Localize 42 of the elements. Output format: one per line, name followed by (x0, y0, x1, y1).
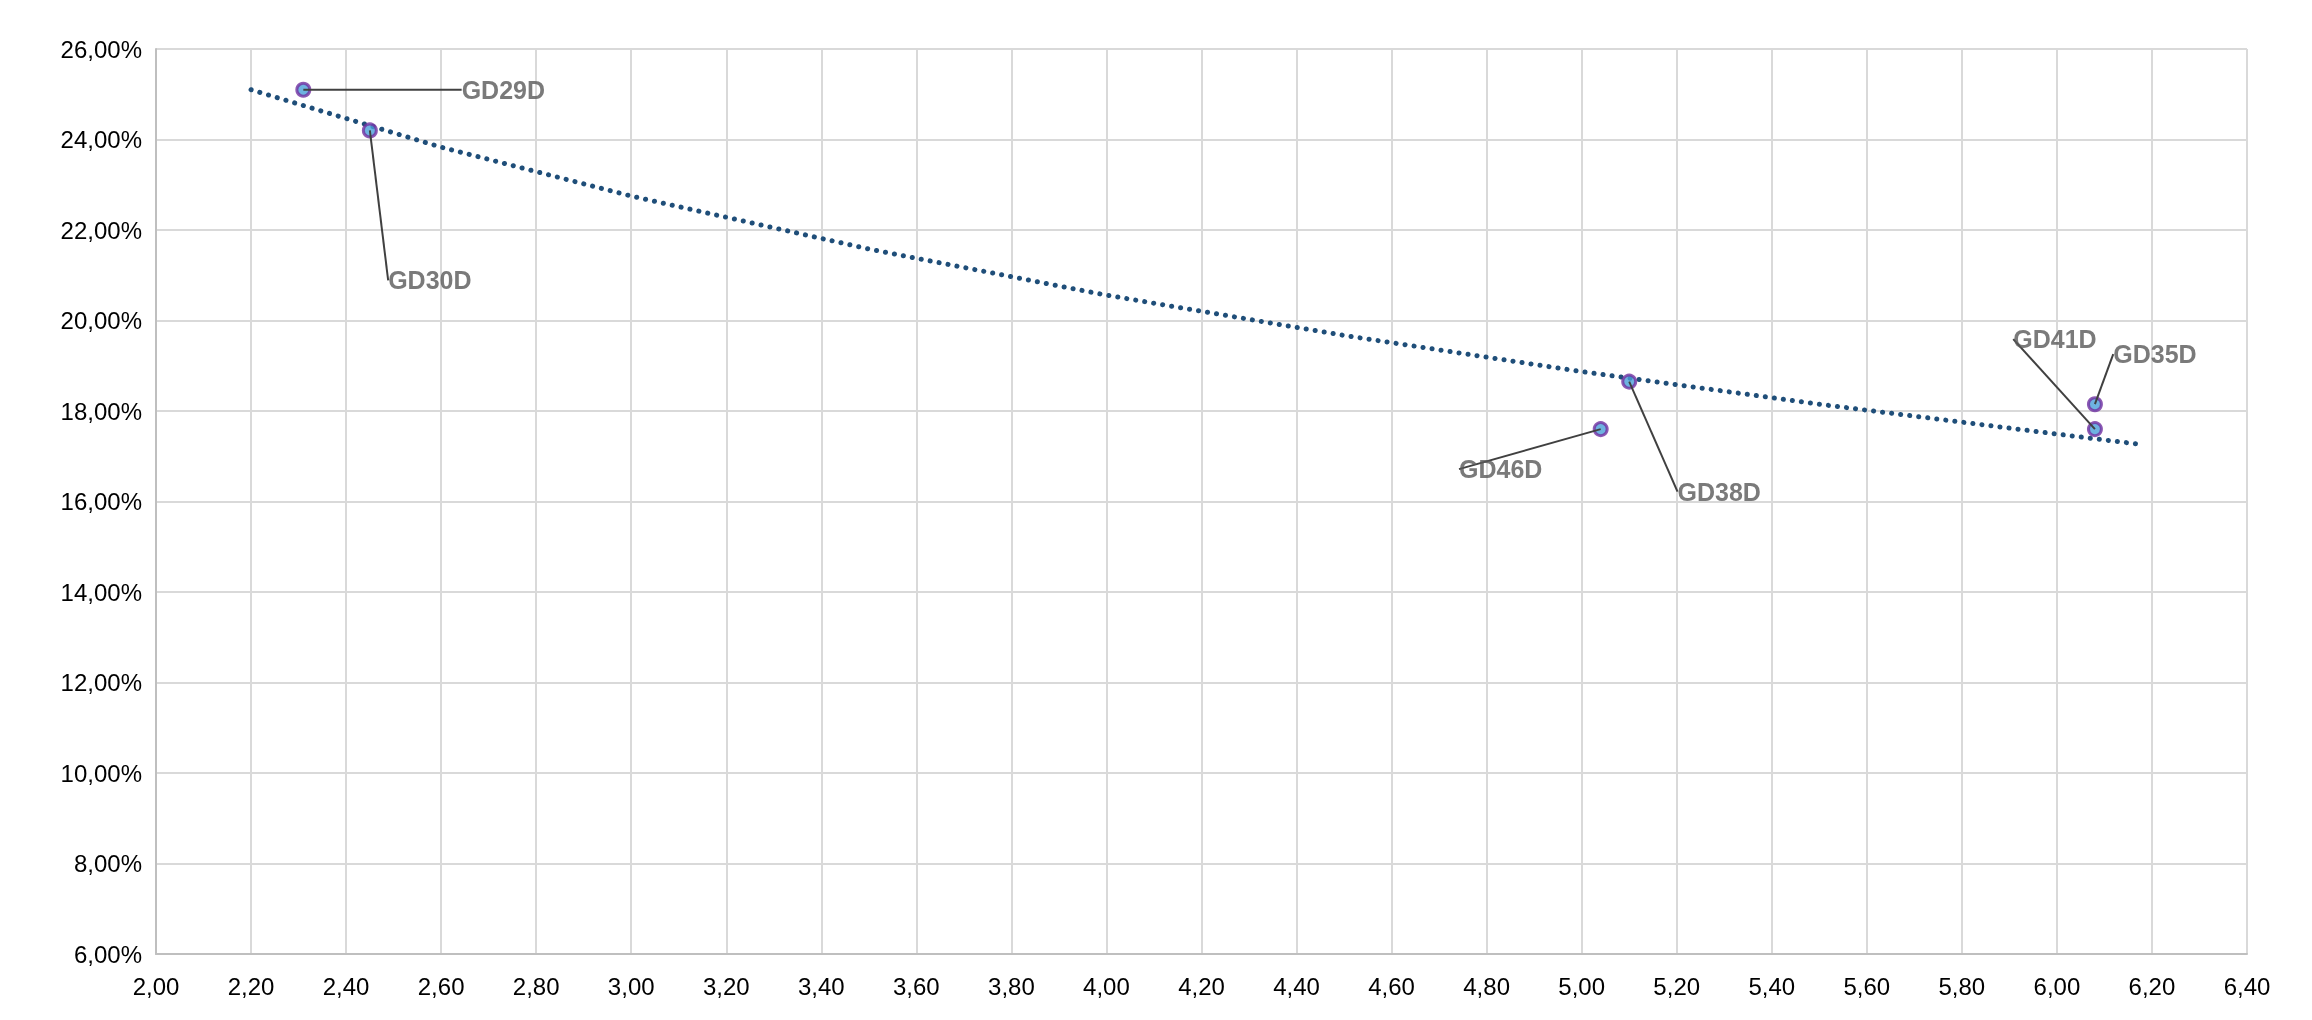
y-tick-label: 18,00% (60, 397, 142, 425)
x-tick-label: 4,80 (1463, 972, 1510, 1000)
x-tick-label: 6,00 (2033, 972, 2081, 1000)
annotation: GD29D (461, 75, 546, 104)
y-tick-label: 24,00% (60, 126, 142, 153)
x-tick-label: 2,60 (417, 972, 465, 1000)
x-tick-label: 5,40 (1748, 972, 1796, 1000)
annotation: GD38D (1677, 477, 1761, 506)
y-tick-label: 8,00% (73, 850, 142, 877)
x-tick-label: 3,00 (607, 972, 655, 1000)
x-tick-label: 2,40 (322, 972, 370, 1000)
x-tick-label: 6,40 (2223, 972, 2271, 1000)
y-tick-label: 16,00% (60, 488, 142, 515)
x-tick-label: 5,20 (1653, 972, 1701, 1000)
y-tick-label: 12,00% (60, 669, 142, 696)
x-tick-label: 2,80 (512, 972, 560, 1000)
annotation: GD35D (2113, 340, 2197, 369)
x-tick-label: 4,40 (1273, 972, 1320, 1000)
y-tick-label: 20,00% (60, 307, 142, 334)
x-tick-label: 3,80 (988, 972, 1035, 1000)
x-tick-label: 6,20 (2128, 972, 2176, 1000)
y-tick-label: 22,00% (60, 216, 142, 244)
y-tick-label: 26,00% (60, 35, 142, 63)
x-tick-label: 4,00 (1083, 972, 1130, 1000)
y-tick-label: 6,00% (73, 940, 142, 968)
annotation: GD46D (1459, 455, 1543, 484)
x-tick-label: 3,40 (797, 972, 845, 1000)
x-tick-label: 5,80 (1938, 972, 1986, 1000)
x-tick-label: 2,00 (132, 972, 180, 1000)
y-tick-label: 10,00% (60, 759, 142, 787)
x-tick-label: 3,20 (702, 972, 750, 1000)
x-tick-label: 3,60 (893, 972, 940, 1000)
point (1621, 373, 1638, 390)
x-tick-label: 5,60 (1843, 972, 1891, 1000)
x-tick-label: 4,20 (1178, 972, 1225, 1000)
point (2086, 396, 2103, 413)
x-tick-label: 5,00 (1558, 972, 1606, 1000)
x-tick-label: 2,20 (227, 972, 275, 1000)
y-tick-label: 14,00% (60, 578, 142, 606)
annotation: GD30D (388, 266, 472, 295)
annotation: GD41D (2013, 325, 2097, 354)
x-tick-label: 4,60 (1368, 972, 1415, 1000)
